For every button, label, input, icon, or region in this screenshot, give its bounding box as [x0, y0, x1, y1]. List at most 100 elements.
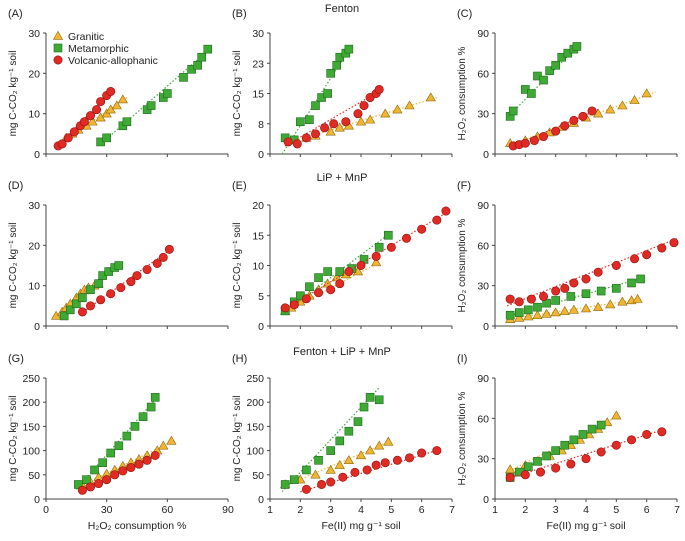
panel-label: (E) [232, 180, 247, 192]
data-point [380, 108, 391, 118]
data-point [611, 260, 621, 270]
data-point [311, 101, 320, 110]
data-point [404, 100, 415, 110]
data-point [551, 463, 561, 473]
data-point [98, 458, 107, 468]
y-axis-label: mg C-CO₂ kg⁻¹ soil [8, 51, 19, 137]
data-point [280, 480, 290, 489]
data-point [566, 292, 576, 301]
data-point [82, 475, 91, 484]
data-point [632, 293, 643, 303]
data-point [550, 307, 561, 317]
data-point [326, 446, 335, 455]
data-point [578, 111, 588, 121]
x-tick-label: 0 [43, 504, 49, 516]
data-point [636, 274, 645, 284]
data-point [405, 453, 415, 463]
data-point [359, 101, 369, 111]
legend-marker-metamorphic [53, 43, 63, 53]
data-point [539, 132, 549, 142]
data-point [524, 462, 533, 472]
y-tick-label: 20 [252, 200, 264, 212]
data-point [355, 450, 367, 460]
data-point [325, 126, 336, 136]
x-tick-label: 90 [222, 504, 234, 516]
data-point [106, 289, 116, 299]
data-point [114, 261, 124, 270]
panel-label: (A) [8, 8, 23, 20]
data-point [364, 114, 376, 124]
data-point [514, 297, 524, 307]
data-point [417, 448, 427, 458]
data-point [301, 484, 311, 494]
data-point [343, 455, 354, 464]
data-point [551, 286, 561, 296]
data-point [329, 119, 339, 129]
data-point [551, 446, 560, 455]
data-point [578, 430, 588, 439]
data-point [150, 393, 160, 402]
data-point [138, 412, 148, 422]
y-tick-label: 5 [258, 291, 264, 303]
data-point [642, 250, 652, 260]
data-point [305, 282, 314, 291]
data-point [596, 286, 606, 296]
data-point [158, 440, 169, 450]
data-point [417, 224, 427, 234]
data-point [59, 311, 69, 321]
data-point [560, 121, 570, 131]
data-point [146, 402, 156, 412]
data-point [657, 427, 667, 437]
x-tick-label: 7 [674, 504, 680, 516]
x-tick-label: 5 [613, 504, 619, 516]
data-point [612, 284, 621, 293]
data-point [569, 435, 579, 445]
data-point [380, 458, 390, 468]
trend-line [506, 428, 666, 480]
data-point [118, 466, 128, 476]
x-tick-label: 3 [328, 504, 334, 516]
data-point [364, 445, 376, 455]
panel-label: (D) [8, 180, 23, 192]
series-volcanic [300, 446, 442, 494]
data-point [164, 244, 174, 254]
data-point [150, 450, 160, 460]
series-metamorphic [280, 44, 354, 155]
y-axis-label: mg C-CO₂ kg⁻¹ soil [232, 223, 243, 309]
data-point [334, 459, 345, 469]
data-point [374, 243, 384, 252]
row-title-combined: Fenton + LiP + MnP [293, 346, 391, 358]
data-point [85, 111, 95, 121]
y-axis-label: mg C-CO₂ kg⁻¹ soil [232, 51, 243, 137]
data-point [335, 267, 345, 276]
data-point [353, 417, 363, 426]
series-metamorphic [59, 261, 124, 321]
data-point [111, 100, 122, 110]
data-point [326, 285, 336, 295]
data-point [580, 303, 592, 313]
data-point [551, 60, 560, 70]
data-point [203, 44, 213, 54]
data-point [65, 305, 75, 315]
x-tick-label: 1 [492, 504, 498, 516]
panel-i: 0 30 60 90 1 2 3 4 5 6 7 (I) H₂O₂ consumption % Fe(II… [457, 353, 680, 532]
data-point [627, 278, 636, 288]
data-point [587, 424, 597, 434]
panel-h: 0 50 100 150 200 250 1 2 3 4 5 6 7 (H) mg C-CO₂ kg⁻¹ s… [232, 353, 455, 532]
panel-a: 0 10 20 30 (A) mg C-CO₂ kg⁻¹ soil [8, 8, 229, 161]
data-point [134, 459, 144, 469]
data-point [106, 86, 116, 96]
y-tick-label: 0 [483, 321, 489, 333]
data-point [581, 289, 591, 299]
data-point [87, 116, 98, 126]
data-point [432, 446, 442, 456]
data-point [533, 457, 542, 466]
data-point [611, 440, 621, 450]
y-tick-label: 30 [252, 28, 264, 40]
data-point [130, 422, 140, 431]
data-point [514, 308, 524, 317]
y-tick-label: 0 [258, 149, 264, 161]
data-point [163, 89, 172, 98]
data-point [541, 308, 552, 318]
